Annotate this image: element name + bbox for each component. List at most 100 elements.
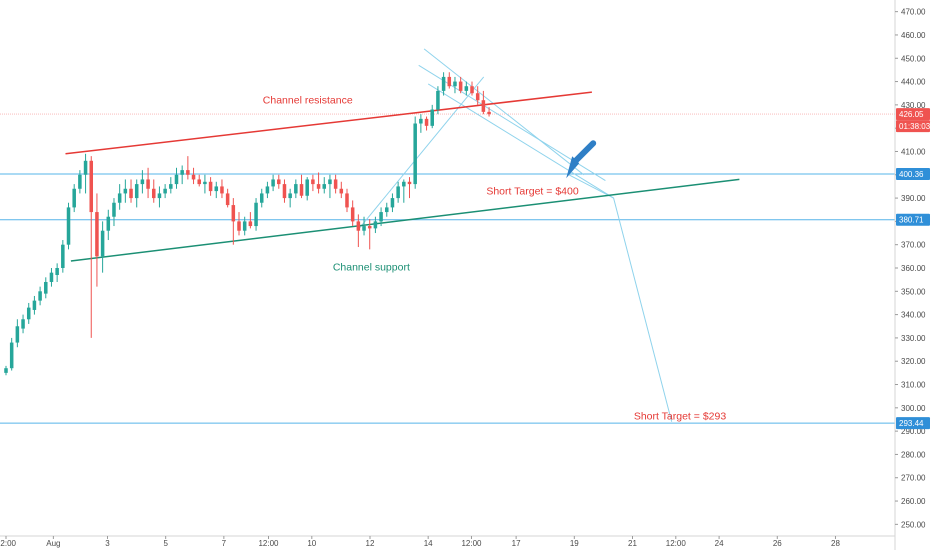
candle-up	[21, 319, 25, 329]
candle-up	[112, 202, 116, 217]
candle-up	[163, 188, 167, 194]
x-tick-label: 10	[307, 539, 316, 548]
arrow-shaft	[573, 140, 597, 164]
candle-up	[55, 268, 59, 275]
candle-down	[333, 179, 338, 189]
y-tick-label: 300.00	[901, 404, 926, 413]
fan-line[interactable]	[427, 83, 614, 199]
candles	[4, 72, 491, 376]
y-tick-label: 360.00	[901, 264, 926, 273]
candle-up	[157, 193, 162, 199]
candle-up	[464, 86, 469, 91]
candle-up	[32, 300, 37, 310]
candle-down	[129, 188, 133, 199]
candle-up	[180, 170, 184, 175]
candle-up	[117, 193, 122, 203]
candle-down	[191, 174, 196, 180]
candle-down	[470, 86, 474, 94]
annotations: Channel resistance Channel support Short T…	[263, 95, 727, 423]
candle-down	[299, 184, 304, 196]
candle-down	[277, 179, 281, 185]
candle-countdown-tag-text: 01:38:03	[899, 122, 931, 131]
x-tick-label: 12:00	[258, 539, 279, 548]
candle-down	[225, 193, 230, 206]
candle-down	[316, 184, 321, 189]
level-price-tag-text: 380.71	[899, 216, 924, 225]
y-tick-label: 390.00	[901, 194, 926, 203]
candle-up	[15, 326, 20, 343]
channel-support-line[interactable]	[70, 178, 740, 262]
candle-up	[9, 342, 14, 369]
x-tick-label: 24	[715, 539, 724, 548]
candle-up	[169, 184, 173, 189]
candle-down	[367, 226, 372, 229]
candle-down	[458, 81, 463, 91]
annotation-label[interactable]: Channel resistance	[263, 95, 353, 107]
y-tick-label: 350.00	[901, 287, 926, 296]
candle-down	[475, 93, 480, 101]
candle-countdown-tag	[896, 120, 930, 133]
candle-up	[203, 181, 207, 185]
candle-down	[146, 179, 150, 189]
candle-down	[345, 193, 349, 208]
candle-up	[134, 184, 139, 199]
candle-up	[49, 272, 54, 282]
candle-up	[254, 202, 258, 227]
candle-down	[356, 221, 361, 231]
candle-down	[407, 181, 412, 185]
candle-up	[44, 281, 48, 294]
fan-line-steep[interactable]	[423, 48, 585, 176]
y-tick-label: 280.00	[901, 450, 926, 459]
candle-up	[294, 184, 298, 194]
x-tick-label: 19	[570, 539, 579, 548]
level-price-tag	[896, 417, 930, 430]
current-price-tag-text: 426.05	[899, 110, 924, 119]
x-tick-label: 26	[773, 539, 782, 548]
level-price-tag	[896, 167, 930, 180]
y-tick-label: 440.00	[901, 78, 926, 87]
y-tick-label: 460.00	[901, 31, 926, 40]
x-tick-label: 21	[628, 539, 637, 548]
candle-up	[174, 174, 179, 185]
horizontal-levels	[0, 113, 895, 424]
annotation-label[interactable]: Short Target = $293	[634, 410, 726, 422]
candle-down	[197, 179, 201, 185]
candle-up	[430, 109, 434, 126]
candle-up	[328, 179, 332, 185]
projection-path[interactable]	[568, 174, 673, 422]
candle-up	[72, 188, 76, 208]
y-tick-label: 330.00	[901, 334, 926, 343]
candle-up	[140, 179, 145, 185]
annotation-label[interactable]: Channel support	[333, 261, 410, 273]
x-tick-label: 17	[512, 539, 521, 548]
candle-up	[436, 90, 440, 110]
candle-up	[396, 186, 400, 199]
x-tick-label: 12:00	[461, 539, 482, 548]
price-tags: 400.36 380.71 293.44 426.05 01:38:03	[896, 108, 931, 430]
x-tick-label: 12	[366, 539, 375, 548]
annotation-label[interactable]: Short Target = $400	[486, 186, 578, 198]
y-tick-label: 340.00	[901, 311, 926, 320]
current-price-tag	[896, 108, 930, 121]
candle-down	[487, 111, 491, 115]
y-tick-label: 370.00	[901, 241, 926, 250]
candle-up	[106, 216, 111, 231]
candle-up	[4, 368, 8, 373]
channel-resistance-line[interactable]	[65, 91, 592, 155]
candle-up	[100, 230, 105, 257]
candle-up	[322, 184, 327, 189]
y-tick-label: 470.00	[901, 8, 926, 17]
candle-up	[271, 179, 275, 187]
y-tick-label: 270.00	[901, 474, 926, 483]
candle-down	[89, 160, 94, 213]
candle-up	[362, 226, 366, 231]
trendlines	[65, 48, 740, 422]
x-tick-label: 12:00	[0, 539, 17, 548]
inner-channel-line-up[interactable]	[358, 76, 485, 229]
candle-down	[311, 179, 315, 185]
level-price-tag-text: 293.44	[899, 419, 924, 428]
candle-down	[231, 205, 236, 222]
candle-down	[186, 170, 190, 175]
x-tick-label: Aug	[46, 539, 60, 548]
